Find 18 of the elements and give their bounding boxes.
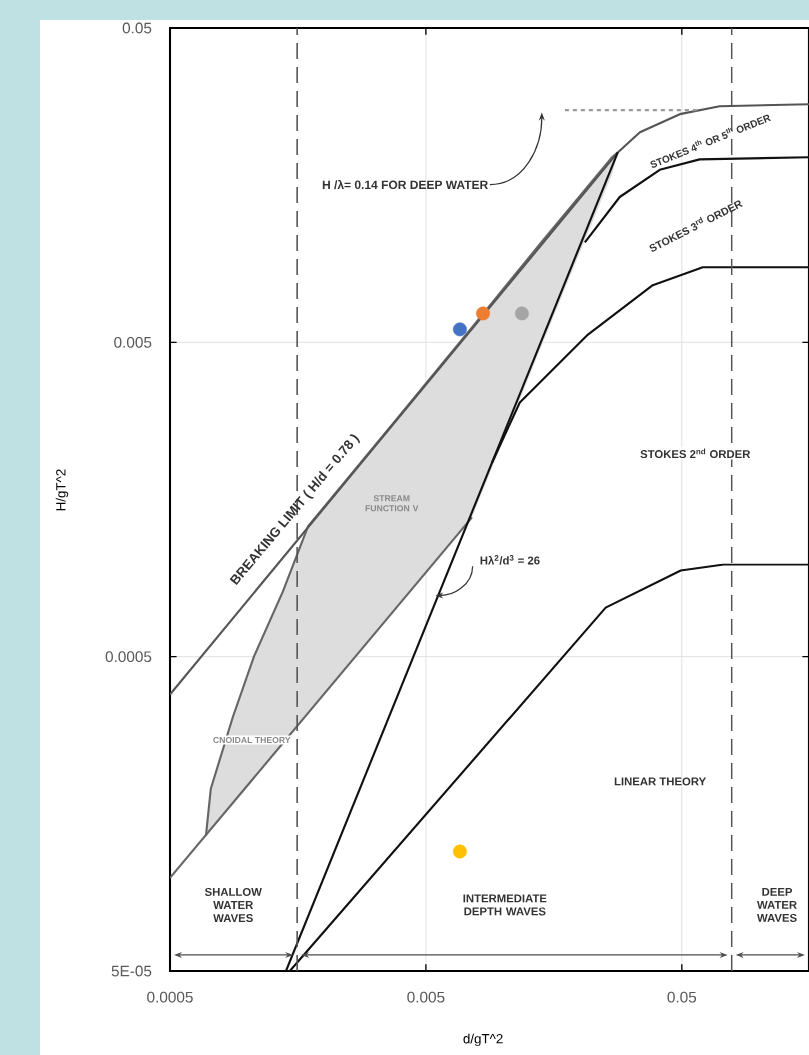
annotation: STOKES 2$^{nd}$ ORDER: [640, 448, 751, 459]
annotation: STREAM FUNCTION V: [365, 495, 419, 512]
y-tick-label: 5E-05: [111, 965, 152, 977]
y-tick-label: 0.0005: [105, 651, 152, 663]
y-tick-label: 0.005: [114, 336, 152, 348]
annotation: DEEP WATER WAVES: [757, 888, 797, 922]
y-tick-label: 0.05: [122, 22, 152, 34]
x-tick-label: 0.005: [407, 991, 445, 1003]
annotation: CNOIDAL THEORY: [213, 736, 291, 744]
annotation: LINEAR THEORY: [614, 777, 706, 786]
y-axis-title: H/gT^2: [55, 469, 69, 511]
x-tick-label: 0.05: [667, 991, 697, 1003]
annotation: INTERMEDIATE DEPTH WAVES: [463, 894, 547, 916]
annotation: Hλ$^{2}$/d$^{3}$ = 26: [480, 555, 540, 565]
annotation: SHALLOW WATER WAVES: [204, 887, 262, 923]
x-tick-label: 0.0005: [147, 991, 193, 1003]
x-axis-title: d/gT^2: [463, 1033, 503, 1047]
annotation: H /λ= 0.14 FOR DEEP WATER: [322, 179, 488, 190]
